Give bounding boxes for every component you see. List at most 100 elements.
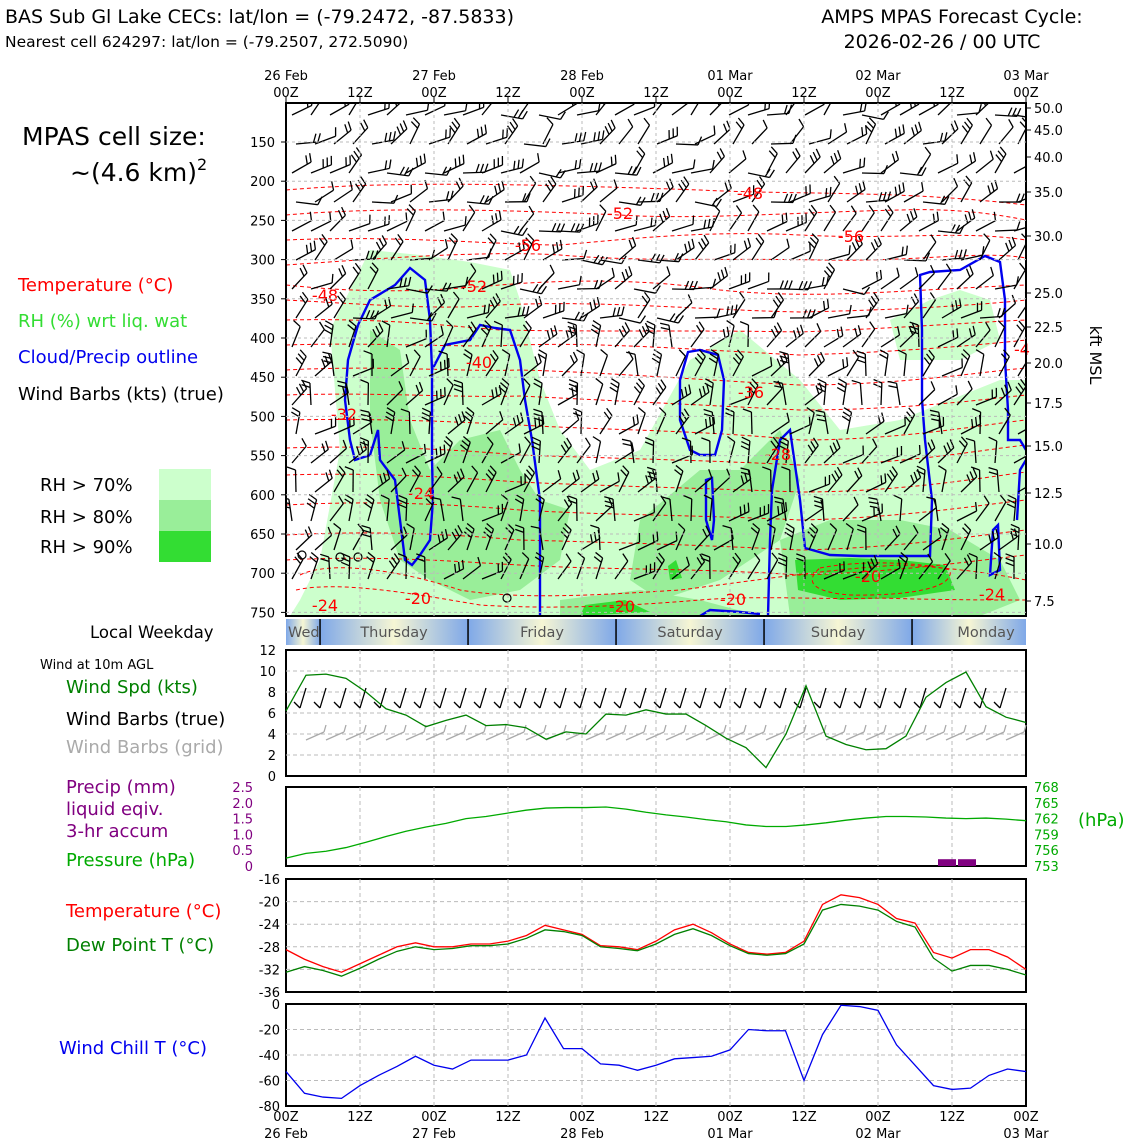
weekday-segment	[616, 619, 765, 645]
wind-barb	[348, 214, 371, 232]
wind-barb	[500, 443, 521, 464]
wind-barb	[291, 211, 313, 232]
bottom-date-label: 27 Feb	[412, 1127, 456, 1140]
wind-barb	[880, 150, 900, 174]
wind-barb	[363, 493, 375, 522]
surface-wind-barb	[973, 687, 987, 709]
temperature-line	[285, 894, 1027, 973]
wind-barb	[979, 179, 999, 203]
wind-barb	[937, 103, 952, 116]
wind-barb	[656, 531, 678, 551]
wind-barb	[728, 205, 743, 232]
wind-barb	[614, 553, 629, 580]
top-tick-label: 00Z	[717, 86, 743, 101]
legend-rh80: RH > 80%	[40, 507, 133, 528]
wind-barb	[595, 204, 607, 232]
kft-tick-label: 35.0	[1034, 186, 1063, 201]
legend-cloud: Cloud/Precip outline	[18, 347, 198, 368]
grid-wind-barb	[425, 724, 447, 741]
precip-label-2: liquid eqiv.	[66, 799, 163, 820]
wind-barb	[485, 180, 505, 203]
bottom-tick-label: 00Z	[717, 1110, 743, 1125]
precip-label-1: Precip (mm)	[66, 777, 176, 798]
wind-barb	[637, 291, 651, 319]
wind-barb	[751, 119, 768, 145]
wind-barb	[291, 380, 308, 406]
wind-barb	[865, 191, 892, 203]
wind-barb	[671, 384, 692, 406]
wind-barb	[740, 467, 753, 493]
wind-barb	[842, 325, 862, 348]
wind-panel-title: Wind at 10m AGL	[40, 658, 154, 673]
grid-wind-barb	[885, 724, 907, 741]
wind-barb	[557, 495, 573, 522]
wind-barb	[637, 406, 646, 435]
wind-barb	[348, 147, 363, 174]
wind-barb	[988, 466, 1000, 493]
wind-barb	[918, 103, 939, 116]
wind-barb	[390, 354, 410, 377]
wind-barb	[380, 494, 390, 522]
wind-barb	[823, 103, 832, 116]
temperature-contour-label: -32	[331, 405, 357, 424]
wind-barb	[789, 184, 811, 203]
wind-barb	[671, 280, 698, 291]
top-time-axis: 00Z 12Z 00Z 12Z 00Z 12Z 00Z 12Z 00Z 12Z 00Z 26 Feb 2…	[264, 69, 1049, 103]
wind-barb	[918, 146, 932, 174]
wind-barb	[994, 146, 1007, 174]
wind-barb	[519, 378, 531, 406]
grid-wind-barb	[525, 724, 547, 741]
wind-barb	[785, 147, 801, 174]
wind-barb	[481, 270, 503, 290]
temperature-contour-label: -20	[609, 597, 635, 616]
wind-barb	[424, 494, 435, 522]
wind-barb	[846, 235, 863, 261]
wind-barb	[514, 524, 525, 551]
wind-barb	[498, 377, 510, 406]
wind-barb	[451, 496, 464, 522]
wind-barb	[656, 407, 667, 435]
wind-barb	[804, 148, 821, 174]
legend-rh70-swatch	[159, 469, 211, 500]
wind-barb	[675, 523, 686, 551]
wind-barb	[789, 415, 811, 435]
wind-barb	[675, 136, 703, 146]
wind-barb	[390, 233, 404, 261]
top-tick-label: 00Z	[569, 86, 595, 101]
wind-barb	[519, 552, 530, 580]
wind-barb	[483, 522, 495, 551]
wind-barb	[880, 103, 901, 116]
surface-wind-barb	[413, 687, 427, 709]
wind-barb	[614, 322, 630, 348]
wind-barb	[485, 349, 499, 377]
temp-label: Temperature (°C)	[65, 901, 221, 922]
pressure-tick-label: 753	[1034, 860, 1059, 875]
wind-speed-tick-label: 12	[259, 644, 276, 659]
wind-barb	[922, 349, 935, 377]
wind-barb	[633, 146, 646, 174]
wind-barb	[804, 103, 825, 116]
wind-barb	[386, 103, 402, 116]
wind-barb	[694, 125, 716, 145]
wind-barb	[732, 349, 744, 377]
temperature-contour-label: -56	[838, 227, 864, 246]
wind-barb	[633, 322, 650, 348]
wind-barb	[333, 239, 354, 261]
wind-barb	[861, 269, 883, 290]
wind-barb	[466, 303, 491, 319]
wind-barb	[397, 494, 408, 522]
bottom-tick-label: 00Z	[865, 1110, 891, 1125]
wind-barb	[504, 412, 524, 435]
wind-barb	[557, 275, 582, 290]
wind-barb	[557, 437, 572, 464]
wind-barb	[386, 553, 401, 580]
wind-barb	[633, 378, 645, 406]
kft-tick-label: 40.0	[1034, 151, 1063, 166]
wind-barb	[645, 320, 656, 348]
wind-barb	[295, 291, 309, 319]
wind-barb	[713, 304, 738, 319]
wind-barb	[1013, 262, 1026, 290]
pressure-tick-label: 759	[1034, 828, 1059, 843]
wind-barb	[690, 321, 705, 348]
wind-barb	[295, 526, 313, 551]
